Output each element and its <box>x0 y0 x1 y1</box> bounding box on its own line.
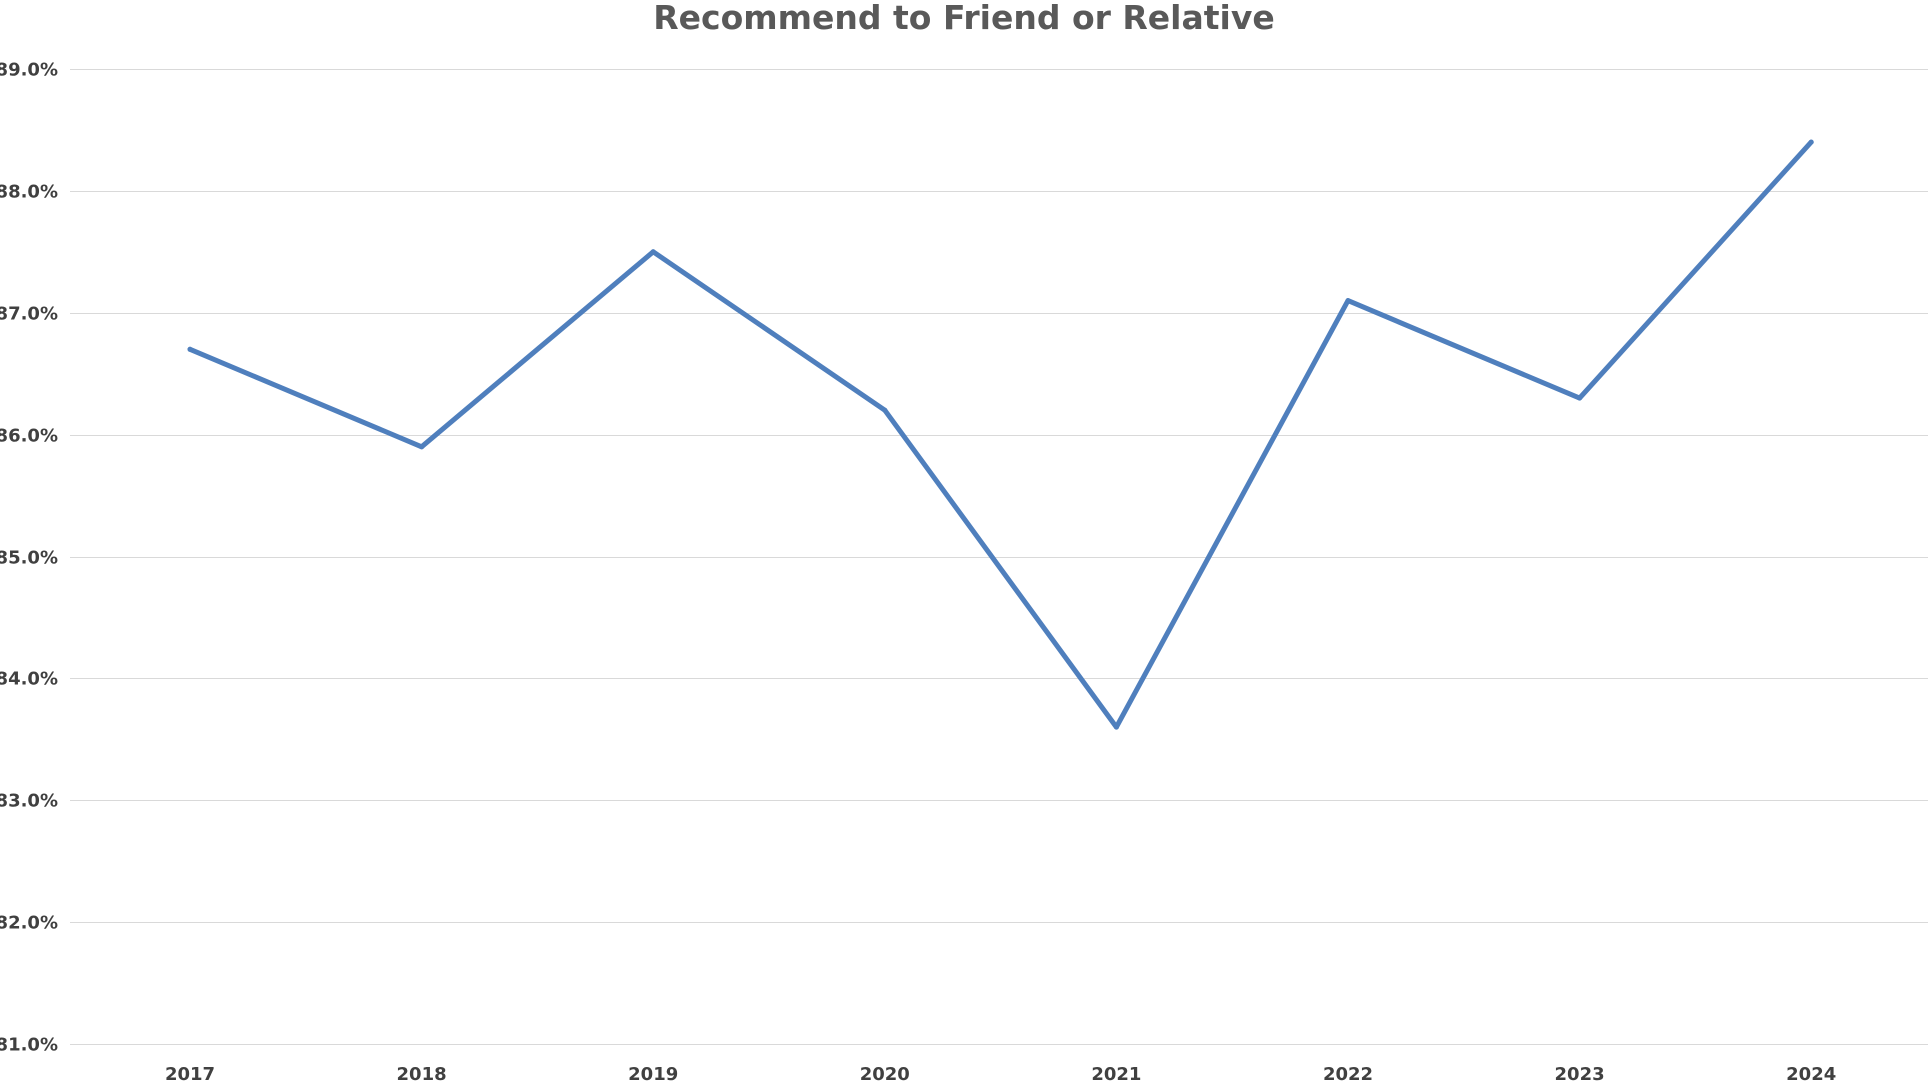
y-axis-ticks: 81.0% 82.0% 83.0% 84.0% 85.0% 86.0% 87.0% 88.0%… <box>0 60 58 1056</box>
x-tick-label: 2019 <box>628 1064 678 1085</box>
data-point <box>419 444 425 450</box>
x-tick-label: 2022 <box>1323 1064 1373 1085</box>
chart-title: Recommend to Friend or Relative <box>653 0 1275 37</box>
y-tick-label: 81.0% <box>0 1035 58 1056</box>
series-layer <box>187 139 1814 730</box>
y-tick-label: 87.0% <box>0 304 58 325</box>
x-tick-label: 2024 <box>1786 1064 1836 1085</box>
series-line <box>187 139 1814 730</box>
data-point <box>882 407 888 413</box>
x-tick-label: 2023 <box>1555 1064 1605 1085</box>
data-point <box>187 346 193 352</box>
data-point <box>650 249 656 255</box>
x-tick-label: 2021 <box>1091 1064 1141 1085</box>
x-axis-ticks: 2017 2018 2019 2020 2021 2022 2023 2024 <box>165 1064 1836 1085</box>
y-tick-label: 85.0% <box>0 548 58 569</box>
x-tick-label: 2018 <box>397 1064 447 1085</box>
x-tick-label: 2020 <box>860 1064 910 1085</box>
y-tick-label: 88.0% <box>0 182 58 203</box>
data-point <box>1345 298 1351 304</box>
gridlines <box>70 69 1928 1045</box>
y-tick-label: 84.0% <box>0 669 58 690</box>
x-tick-label: 2017 <box>165 1064 215 1085</box>
data-point <box>1577 395 1583 401</box>
y-tick-label: 82.0% <box>0 913 58 934</box>
y-tick-label: 83.0% <box>0 791 58 812</box>
data-point <box>1113 724 1119 730</box>
y-tick-label: 86.0% <box>0 426 58 447</box>
y-tick-label: 89.0% <box>0 60 58 81</box>
data-point <box>1808 139 1814 145</box>
